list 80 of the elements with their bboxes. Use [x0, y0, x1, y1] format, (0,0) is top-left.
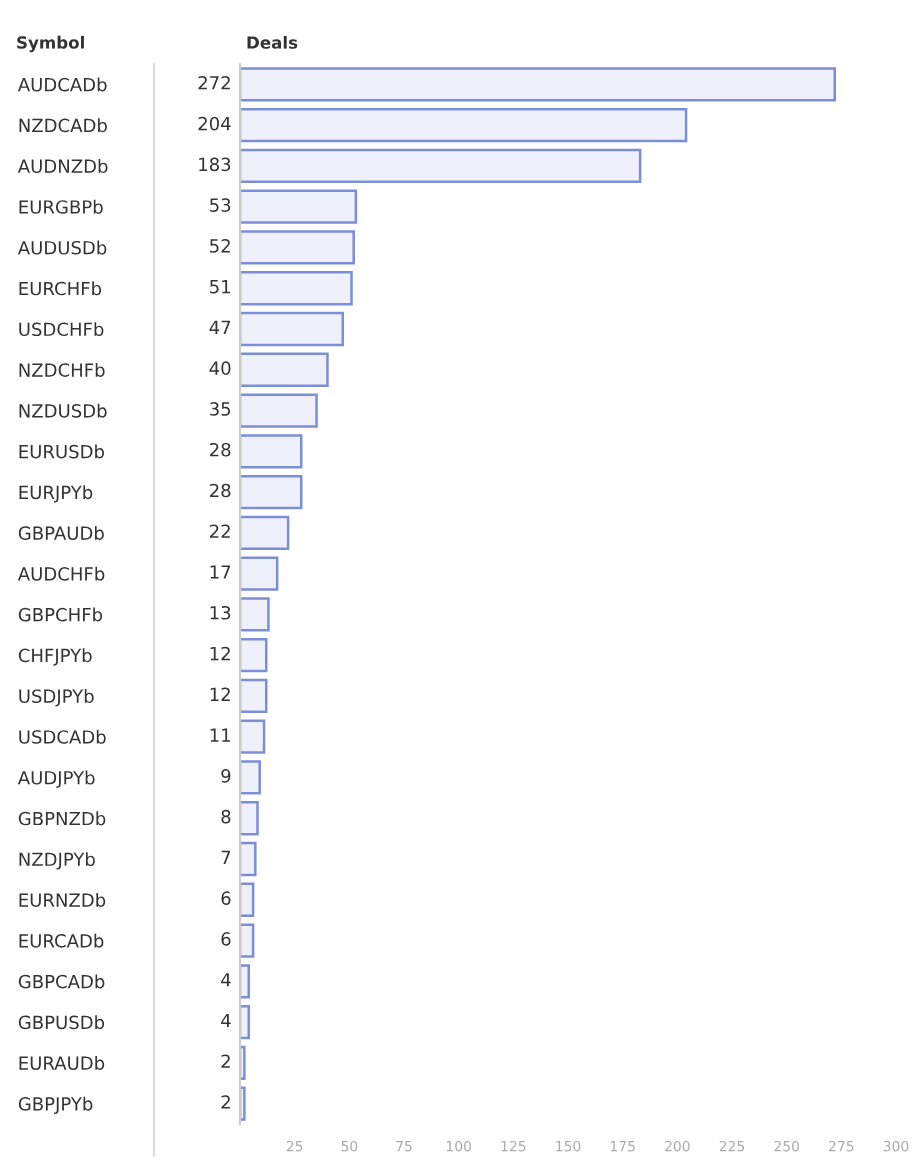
data-label: 28 — [210, 483, 231, 498]
bar — [240, 801, 259, 836]
y-tick-label: GBPUSDb — [18, 1015, 105, 1030]
y-tick-label: EURNZDb — [19, 892, 106, 907]
bar — [240, 678, 268, 714]
data-label: 204 — [198, 116, 231, 131]
bar — [240, 1045, 246, 1080]
bar — [240, 1086, 246, 1121]
data-label: 47 — [209, 320, 231, 334]
bar — [240, 393, 318, 428]
x-axis-title: Deals — [247, 35, 298, 49]
bar — [240, 556, 279, 591]
bar — [240, 719, 266, 754]
bar — [240, 1004, 250, 1040]
y-tick-label: EURAUDb — [19, 1055, 105, 1070]
bar — [240, 597, 270, 632]
bar — [240, 923, 255, 958]
bar — [240, 108, 688, 143]
bar — [240, 841, 257, 877]
y-tick-label: AUDNZDb — [17, 159, 108, 174]
bar — [240, 882, 255, 917]
data-label: 6 — [221, 932, 231, 946]
y-tick-label: NZDJPYb — [19, 852, 95, 870]
bar — [240, 148, 642, 184]
y-tick-label: AUDJPYb — [17, 770, 95, 788]
data-label: 12 — [210, 646, 230, 661]
data-label: 13 — [210, 605, 231, 620]
data-label: 9 — [221, 769, 231, 783]
data-label: 11 — [210, 728, 230, 742]
bar — [240, 352, 329, 387]
bar — [240, 964, 250, 999]
data-label: 53 — [210, 198, 231, 212]
data-label: 12 — [210, 687, 230, 701]
data-label: 8 — [221, 809, 231, 824]
y-tick-label: EURGBPb — [19, 199, 103, 214]
data-label: 272 — [198, 75, 230, 90]
data-label: 4 — [221, 973, 231, 987]
y-tick-label: NZDCHFb — [19, 362, 105, 377]
y-tick-label: EURUSDb — [19, 444, 104, 459]
bar — [240, 760, 261, 795]
data-label: 35 — [210, 402, 231, 416]
bar — [240, 67, 837, 102]
y-tick-label: GBPCADb — [18, 974, 105, 989]
bar — [240, 434, 303, 469]
y-tick-label: EURCADb — [19, 933, 104, 948]
bar — [240, 515, 290, 550]
bar — [240, 189, 358, 224]
data-label: 22 — [210, 524, 230, 538]
y-tick-label: GBPNZDb — [18, 811, 106, 826]
data-label: 6 — [221, 891, 231, 906]
y-tick-label: GBPCHFb — [18, 607, 103, 622]
y-tick-label: USDCADb — [19, 729, 106, 744]
bar — [240, 474, 303, 510]
y-tick-label: GBPAUDb — [18, 525, 104, 540]
data-label: 183 — [199, 157, 231, 172]
data-label: 7 — [221, 850, 231, 864]
y-tick-label: EURCHFb — [19, 281, 102, 296]
y-tick-label: AUDCHFb — [17, 566, 105, 581]
y-axis-title: Symbol — [17, 35, 84, 53]
y-tick-label: NZDCADb — [19, 118, 107, 133]
bar — [240, 230, 355, 265]
data-label: 2 — [221, 1095, 230, 1109]
data-label: 28 — [210, 442, 231, 457]
bar — [240, 271, 353, 306]
data-label: 4 — [221, 1013, 231, 1028]
y-tick-label: AUDCADb — [17, 77, 107, 92]
bar — [240, 638, 268, 673]
data-label: 40 — [209, 361, 231, 376]
y-tick-label: USDJPYb — [19, 689, 94, 707]
y-tick-label: CHFJPYb — [18, 648, 92, 666]
bar — [240, 311, 345, 347]
y-tick-label: GBPJPYb — [18, 1096, 93, 1115]
data-label: 2 — [221, 1054, 230, 1068]
y-tick-label: NZDUSDb — [19, 403, 107, 418]
data-label: 17 — [210, 565, 231, 579]
data-label: 52 — [210, 239, 230, 253]
y-tick-label: AUDUSDb — [17, 240, 107, 255]
y-tick-label: EURJPYb — [19, 485, 93, 503]
data-label: 51 — [210, 280, 230, 294]
y-tick-label: USDCHFb — [19, 322, 104, 337]
